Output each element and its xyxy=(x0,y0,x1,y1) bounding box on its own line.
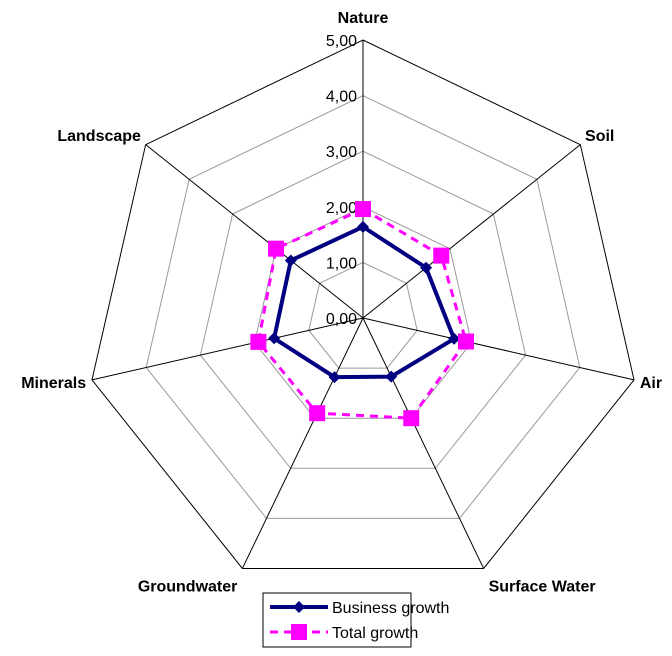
grid-ring xyxy=(91,39,635,569)
axis-line xyxy=(91,317,364,381)
grid-ring xyxy=(308,261,418,369)
axis-line xyxy=(145,144,364,319)
category-label: Groundwater xyxy=(138,578,238,595)
series-line xyxy=(256,207,468,420)
series-line xyxy=(271,224,457,380)
legend-marker xyxy=(293,601,305,613)
legend-box xyxy=(262,592,412,648)
y-tick-label: 2,00 xyxy=(326,200,357,217)
category-label: Air xyxy=(640,375,662,392)
axis-line xyxy=(362,144,581,319)
marker xyxy=(328,371,341,384)
category-label: Surface Water xyxy=(489,578,596,595)
marker xyxy=(355,201,371,218)
category-label: Minerals xyxy=(21,375,86,392)
grid-ring xyxy=(254,206,472,419)
marker xyxy=(457,333,474,350)
legend-marker xyxy=(291,624,307,640)
marker xyxy=(385,370,398,383)
y-tick-label: 5,00 xyxy=(326,33,357,50)
y-tick-label: 1,00 xyxy=(326,255,357,272)
category-label: Soil xyxy=(585,128,614,145)
axis-line xyxy=(241,317,364,569)
marker xyxy=(309,405,326,422)
marker xyxy=(403,410,420,427)
marker xyxy=(250,333,267,350)
marker xyxy=(448,332,461,345)
grid-ring xyxy=(145,95,581,519)
category-label: Landscape xyxy=(57,128,141,145)
marker xyxy=(357,220,369,233)
marker xyxy=(268,240,285,257)
legend: Business growth Total growth xyxy=(262,592,449,648)
legend-label: Total growth xyxy=(332,625,418,642)
marker xyxy=(420,261,433,274)
category-label: Nature xyxy=(338,10,389,27)
y-tick-label: 3,00 xyxy=(326,144,357,161)
grid-ring xyxy=(199,150,527,469)
marker xyxy=(268,332,281,345)
axis-line xyxy=(362,317,485,569)
marker xyxy=(284,254,297,267)
y-tick-label: 4,00 xyxy=(326,89,357,106)
axis-line xyxy=(362,317,635,381)
legend-label: Business growth xyxy=(332,600,449,617)
y-tick-label: 0,00 xyxy=(326,311,357,328)
marker xyxy=(433,247,450,264)
